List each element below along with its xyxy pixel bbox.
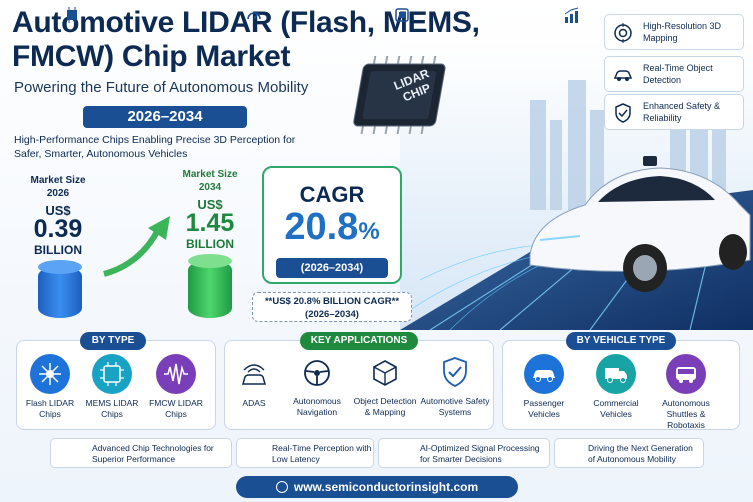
feature-card-safety: Enhanced Safety & Reliability	[604, 94, 744, 130]
shield-icon	[615, 103, 631, 123]
shield-check-icon	[443, 357, 467, 387]
vehicle-passenger-circle	[524, 354, 564, 394]
cagr-value: 20.8%	[264, 206, 400, 249]
market-size-end-value: 1.45	[185, 209, 235, 237]
feature-text: Real-Time Object Detection	[643, 63, 713, 85]
market-2034-cylinder	[188, 260, 232, 318]
market-size-end-currency: US$	[197, 197, 223, 212]
website-link[interactable]: www.semiconductorinsight.com	[236, 476, 518, 498]
ai-chip-icon	[395, 8, 409, 22]
growth-chart-icon	[564, 7, 579, 23]
gauge-icon	[247, 12, 261, 20]
bottom-point-text: Advanced Chip Technologies for Superior …	[92, 443, 214, 464]
passenger-car-icon	[533, 370, 555, 382]
by-type-fmcw-circle	[156, 354, 196, 394]
car-radar-icon	[242, 364, 266, 385]
market-size-end-unit: BILLION	[186, 237, 234, 251]
market-2026-cylinder	[38, 266, 82, 318]
cagr-title: CAGR	[299, 182, 365, 207]
cube-icon	[373, 360, 397, 386]
market-size-start-label: Market Size 2026	[30, 175, 86, 199]
key-applications-section	[224, 340, 494, 430]
wave-icon	[164, 363, 188, 385]
feature-card-3d-mapping: High-Resolution 3D Mapping	[604, 14, 744, 50]
by-type-title: BY TYPE	[80, 332, 146, 350]
vehicle-label: Commercial Vehicles	[593, 398, 639, 419]
steering-wheel-icon	[304, 360, 330, 386]
cagr-number: 20.8	[284, 206, 359, 248]
bottom-point	[236, 438, 374, 468]
car-icon	[613, 70, 633, 81]
bottom-point-text: Real-Time Perception with Low Latency	[272, 443, 372, 464]
cagr-box: CAGR 20.8% (2026–2034)	[262, 166, 402, 284]
market-size-start-currency: US$	[45, 203, 71, 218]
market-2026-cylinder-top	[38, 260, 82, 274]
cagr-note: **US$ 20.8% BILLION CAGR** (2026–2034)	[252, 292, 412, 322]
shuttle-icon	[676, 367, 696, 383]
by-type-mems-circle	[92, 354, 132, 394]
bottom-point	[50, 438, 232, 468]
market-size-start-unit: BILLION	[34, 243, 82, 257]
feature-text: High-Resolution 3D Mapping	[643, 21, 722, 43]
feature-text: Enhanced Safety & Reliability	[643, 101, 721, 123]
bottom-point-text: Driving the Next Generation of Autonomou…	[588, 443, 693, 464]
page-title: Automotive LIDAR (Flash, MEMS, FMCW) Chi…	[12, 6, 480, 73]
target-icon	[614, 23, 632, 43]
by-vehicle-type-title: BY VEHICLE TYPE	[566, 332, 676, 350]
website-url: www.semiconductorinsight.com	[293, 480, 479, 494]
flash-icon	[39, 363, 61, 385]
by-type-label: Flash LIDAR Chips	[25, 398, 75, 419]
application-label: Automotive Safety Systems	[420, 396, 490, 417]
bottom-point-text: AI-Optimized Signal Processing for Smart…	[420, 443, 540, 464]
application-label: Object Detection & Mapping	[353, 396, 417, 417]
by-type-label: FMCW LIDAR Chips	[149, 398, 203, 419]
lidar-chip-illustration	[353, 56, 446, 134]
market-size-end-label: Market Size 2034	[182, 169, 238, 193]
cagr-years: (2026–2034)	[276, 258, 388, 278]
growth-arrow-icon	[103, 216, 170, 277]
globe-icon	[275, 481, 288, 493]
by-type-label: MEMS LIDAR Chips	[85, 398, 139, 419]
market-size-start-value: 0.39	[33, 215, 83, 243]
vehicle-shuttle-circle	[666, 354, 706, 394]
by-type-flash-circle	[30, 354, 70, 394]
tagline: High-Performance Chips Enabling Precise …	[14, 134, 296, 160]
application-label: ADAS	[242, 398, 266, 408]
key-applications-title: KEY APPLICATIONS	[300, 332, 418, 350]
vehicle-label: Autonomous Shuttles & Robotaxis	[662, 398, 710, 430]
bottom-point	[554, 438, 704, 468]
page-subtitle: Powering the Future of Autonomous Mobili…	[14, 79, 309, 96]
bottom-point	[378, 438, 550, 468]
processor-icon	[67, 7, 77, 23]
feature-card-object-detection: Real-Time Object Detection	[604, 56, 744, 92]
vehicle-commercial-circle	[596, 354, 636, 394]
chip-icon	[100, 362, 124, 386]
forecast-years-badge: 2026–2034	[83, 106, 247, 128]
vehicle-label: Passenger Vehicles	[523, 398, 565, 419]
truck-icon	[605, 368, 627, 383]
cagr-percent-sign: %	[358, 218, 380, 245]
market-2034-cylinder-top	[188, 254, 232, 268]
application-label: Autonomous Navigation	[293, 396, 341, 417]
